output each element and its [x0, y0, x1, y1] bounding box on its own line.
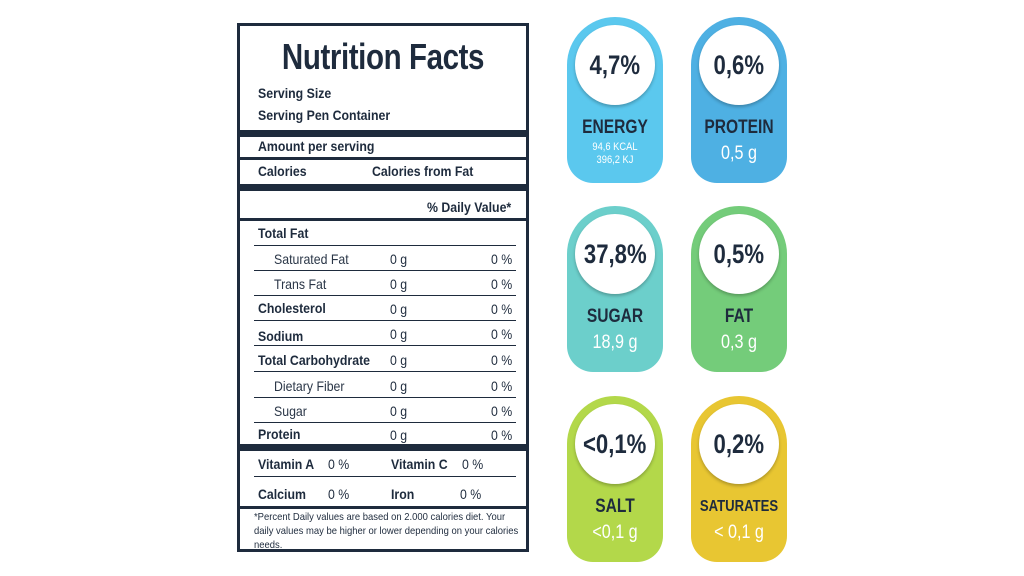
footnote: *Percent Daily values are based on 2.000…	[254, 511, 519, 551]
nutrient-name: Trans Fat	[274, 276, 327, 292]
badge-name: SATURATES	[699, 498, 779, 515]
badge-protein: 0,6% PROTEIN 0,5 g	[691, 17, 787, 183]
row-rule	[254, 295, 516, 296]
badge-circle: 4,7%	[575, 25, 655, 105]
nutrient-amount: 0 g	[390, 352, 408, 368]
nutrient-name: Sodium	[258, 328, 304, 344]
badge-circle: 0,2%	[699, 404, 779, 484]
nutrient-name: Dietary Fiber	[274, 378, 345, 394]
nutrition-facts-label: Nutrition Facts Serving Size Serving Pen…	[237, 23, 529, 552]
nutrient-amount: 0 g	[390, 326, 408, 342]
badge-circle: 37,8%	[575, 214, 655, 294]
nutrient-dv: 0 %	[491, 427, 513, 443]
nutrient-amount: 0 g	[390, 378, 408, 394]
nutrient-name: Sugar	[274, 403, 307, 419]
badge-name: SUGAR	[586, 306, 644, 327]
nutrient-name: Protein	[258, 426, 301, 442]
calories-from-fat-label: Calories from Fat	[372, 163, 474, 179]
vitamin-name: Iron	[391, 486, 415, 502]
total-fat-label: Total Fat	[258, 225, 309, 241]
vitamin-name: Vitamin C	[391, 456, 448, 472]
badge-sugar: 37,8% SUGAR 18,9 g	[567, 206, 663, 372]
badge-value: <0,1 g	[592, 522, 638, 543]
amount-per-serving: Amount per serving	[258, 138, 375, 154]
nutrient-dv: 0 %	[491, 403, 513, 419]
badge-name: SALT	[595, 496, 635, 517]
nutrient-dv: 0 %	[491, 251, 513, 267]
nutrient-dv: 0 %	[491, 326, 513, 342]
calories-label: Calories	[258, 163, 307, 179]
row-rule	[254, 422, 516, 423]
badge-value: 18,9 g	[592, 332, 638, 353]
row-rule	[254, 476, 516, 477]
vitamin-dv: 0 %	[462, 456, 484, 472]
daily-value-header: % Daily Value*	[427, 199, 512, 215]
badge-detail-kcal: 94,6 KCAL	[592, 141, 638, 153]
vitamin-dv: 0 %	[328, 486, 350, 502]
nutrient-amount: 0 g	[390, 276, 408, 292]
badge-percent: <0,1%	[583, 428, 647, 459]
badge-circle: <0,1%	[575, 404, 655, 484]
thick-divider	[240, 130, 526, 137]
badge-saturates: 0,2% SATURATES < 0,1 g	[691, 396, 787, 562]
badge-percent: 0,2%	[713, 428, 765, 459]
nutrient-dv: 0 %	[491, 378, 513, 394]
nutrient-amount: 0 g	[390, 251, 408, 267]
row-rule	[254, 397, 516, 398]
badge-percent: 0,5%	[713, 238, 765, 269]
vitamin-name: Calcium	[258, 486, 306, 502]
badge-percent: 4,7%	[589, 49, 641, 80]
badge-value: < 0,1 g	[714, 522, 764, 543]
badge-percent: 0,6%	[713, 49, 765, 80]
nutrient-dv: 0 %	[491, 352, 513, 368]
divider	[240, 157, 526, 160]
thick-divider	[240, 444, 526, 451]
vitamin-dv: 0 %	[460, 486, 482, 502]
badge-value: 0,3 g	[721, 332, 757, 353]
badge-circle: 0,5%	[699, 214, 779, 294]
vitamin-name: Vitamin A	[258, 456, 315, 472]
badge-name: FAT	[724, 306, 754, 327]
badge-energy: 4,7% ENERGY 94,6 KCAL 396,2 KJ	[567, 17, 663, 183]
row-rule	[254, 270, 516, 271]
badge-detail: 94,6 KCAL 396,2 KJ	[574, 141, 656, 167]
divider	[240, 218, 526, 221]
badge-salt: <0,1% SALT <0,1 g	[567, 396, 663, 562]
nutrient-amount: 0 g	[390, 301, 408, 317]
badge-detail-kj: 396,2 KJ	[596, 154, 634, 166]
badge-percent: 37,8%	[583, 238, 647, 269]
nutrient-name: Saturated Fat	[274, 251, 349, 267]
row-rule	[254, 371, 516, 372]
row-rule	[254, 245, 516, 246]
nutrient-dv: 0 %	[491, 301, 513, 317]
nutrient-amount: 0 g	[390, 403, 408, 419]
nutrient-name: Total Carbohydrate	[258, 352, 371, 368]
serving-size: Serving Size	[258, 85, 332, 101]
badge-circle: 0,6%	[699, 25, 779, 105]
row-rule	[254, 345, 516, 346]
badge-value: 0,5 g	[721, 143, 757, 164]
serving-per-container: Serving Pen Container	[258, 107, 391, 123]
badge-name: PROTEIN	[704, 117, 774, 138]
row-rule	[254, 320, 516, 321]
badge-fat: 0,5% FAT 0,3 g	[691, 206, 787, 372]
vitamin-dv: 0 %	[328, 456, 350, 472]
thick-divider	[240, 184, 526, 191]
nutrient-dv: 0 %	[491, 276, 513, 292]
nutrient-amount: 0 g	[390, 427, 408, 443]
label-title: Nutrition Facts	[281, 36, 485, 77]
badge-name: ENERGY	[582, 117, 648, 138]
divider	[240, 506, 526, 509]
nutrient-name: Cholesterol	[258, 300, 326, 316]
